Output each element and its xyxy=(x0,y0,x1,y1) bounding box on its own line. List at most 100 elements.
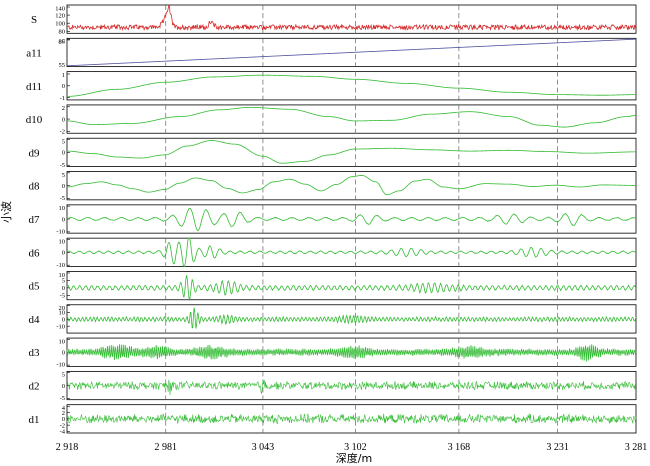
y-tick-label: 80 xyxy=(59,29,66,36)
panel-label: d2 xyxy=(29,381,40,393)
panel-label: d11 xyxy=(26,81,42,93)
y-tick-label: 100 xyxy=(55,20,65,27)
y-tick-label: 10 xyxy=(59,338,66,345)
panel-label: d3 xyxy=(29,347,41,359)
y-tick-label: -2 xyxy=(60,422,65,429)
y-tick-label: 0 xyxy=(62,383,65,390)
panel-frame xyxy=(66,37,637,68)
y-tick-label: 0 xyxy=(62,285,65,292)
x-tick-label: 2 981 xyxy=(155,442,178,453)
y-axis-title: 小波 xyxy=(0,201,13,223)
panel-d8: 5 0 -5 d8 xyxy=(29,171,637,202)
panel-frame xyxy=(66,271,637,301)
y-tick-label: 0 xyxy=(62,416,65,423)
series-line-S xyxy=(66,4,637,32)
y-tick-label: 86 xyxy=(59,39,66,46)
panel-label: d1 xyxy=(29,414,40,426)
y-tick-label: 20 xyxy=(59,305,66,312)
series-line-a11 xyxy=(66,38,637,67)
series-line-d9 xyxy=(67,140,636,164)
y-tick-label: -10 xyxy=(56,362,65,369)
y-tick-label: -5 xyxy=(60,162,65,169)
series-line-d2 xyxy=(66,379,637,396)
y-tick-label: -10 xyxy=(56,228,65,235)
panel-frame xyxy=(66,71,637,101)
y-tick-label: 140 xyxy=(55,5,65,12)
panel-label: d10 xyxy=(26,114,43,126)
panel-d3: 10 0 -10 d3 xyxy=(29,337,637,369)
panel-label: d5 xyxy=(29,281,41,293)
series-line-d1 xyxy=(66,413,637,425)
y-tick-label: 10 xyxy=(59,205,66,212)
panel-frame xyxy=(66,304,637,334)
panel-label: d6 xyxy=(29,247,41,259)
x-tick-label: 3 102 xyxy=(344,442,367,453)
panel-frame xyxy=(66,204,637,234)
y-tick-label: 5 xyxy=(62,372,65,379)
y-tick-label: 0 xyxy=(62,183,65,190)
y-tick-label: -5 xyxy=(60,293,65,300)
panel-d7: 10 0 -10 d7 xyxy=(29,204,637,235)
panel-d9: 5 0 -5 d9 xyxy=(29,137,637,169)
y-tick-label: 10 xyxy=(59,310,66,317)
panel-label: d8 xyxy=(29,181,41,193)
series-line-d11 xyxy=(67,74,636,97)
panel-label: d7 xyxy=(29,214,41,226)
y-tick-label: 55 xyxy=(59,62,66,69)
panel-label: S xyxy=(31,14,37,26)
series-line-d3 xyxy=(66,344,637,362)
panel-label: d9 xyxy=(29,147,41,159)
y-tick-label: -2 xyxy=(60,129,65,136)
y-tick-label: 0 xyxy=(62,216,65,223)
panel-frame xyxy=(66,4,637,34)
y-tick-label: -10 xyxy=(56,262,65,269)
panel-d10: 2 0 -2 d10 xyxy=(26,104,637,136)
x-axis-title: 深度/m xyxy=(336,451,372,465)
y-tick-label: 0 xyxy=(62,350,65,357)
panel-d6: 10 0 -10 d6 xyxy=(29,237,637,269)
x-tick-label: 3 168 xyxy=(448,442,471,453)
y-tick-label: -10 xyxy=(56,323,65,330)
y-tick-label: 120 xyxy=(55,12,65,19)
y-tick-label: -5 xyxy=(60,395,65,402)
y-tick-label: 4 xyxy=(62,405,66,412)
y-tick-label: 1 xyxy=(62,72,65,79)
y-tick-label: 0 xyxy=(62,317,65,324)
y-tick-label: 10 xyxy=(59,272,66,279)
series-line-d6 xyxy=(66,237,637,267)
y-tick-label: -1 xyxy=(60,95,65,102)
y-tick-label: 5 xyxy=(62,139,65,146)
panels-group: 14012010080S878655a1110-1d1120-2d1050-5d… xyxy=(26,4,637,435)
y-tick-label: 0 xyxy=(62,150,65,157)
panel-frame xyxy=(66,137,637,167)
panel-d1: 420-2-4 d1 xyxy=(29,404,637,435)
y-tick-label: 0 xyxy=(62,116,65,123)
x-tick-label: 2 918 xyxy=(56,442,79,453)
y-tick-label: 2 xyxy=(62,105,65,112)
x-tick-label: 3 231 xyxy=(546,442,569,453)
series-line-d4 xyxy=(67,307,637,329)
panel-d11: 1 0 -1 d11 xyxy=(26,71,637,102)
x-tick-label: 3 281 xyxy=(625,442,648,453)
panel-label: a11 xyxy=(26,47,41,59)
y-tick-label: 0 xyxy=(62,250,65,257)
y-tick-label: 5 xyxy=(62,172,65,179)
y-tick-label: -4 xyxy=(60,428,66,435)
y-tick-label: 2 xyxy=(62,410,65,417)
y-tick-label: -5 xyxy=(60,195,65,202)
panel-label: d4 xyxy=(29,314,41,326)
y-tick-label: 0 xyxy=(62,83,65,90)
y-tick-label: 87 xyxy=(59,39,66,46)
panel-frame xyxy=(66,237,637,267)
y-tick-label: 5 xyxy=(62,278,65,285)
series-line-d5 xyxy=(66,275,637,302)
panel-d2: 5 0 -5 d2 xyxy=(29,370,637,402)
panel-frame xyxy=(66,104,637,134)
x-axis: 2 918 2 981 3 043 3 102 3 168 3 231 3 281 xyxy=(56,442,648,453)
series-line-d7 xyxy=(66,207,637,232)
y-tick-label: 10 xyxy=(59,238,66,245)
